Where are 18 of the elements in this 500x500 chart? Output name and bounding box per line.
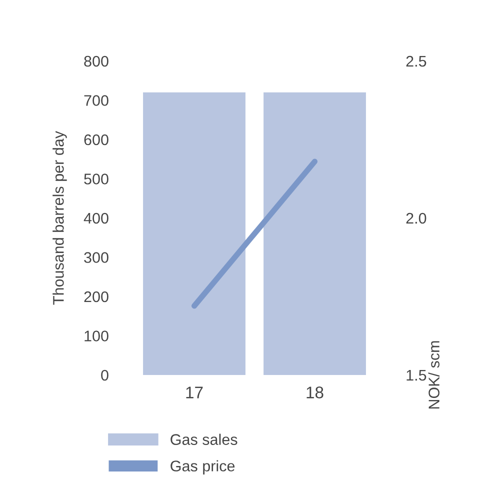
legend-label: Gas sales	[170, 434, 238, 445]
y-tick-label: 700	[84, 95, 108, 106]
x-tick-label: 17	[186, 386, 203, 398]
y2-tick-label: 1.5	[406, 370, 426, 381]
y-tick-label: 400	[84, 212, 108, 224]
y-axis-title: Thousand barrels per day	[52, 130, 67, 305]
y-tick-label: 0	[101, 370, 108, 381]
y-tick-label: 300	[84, 252, 108, 263]
x-tick-label: 18	[306, 386, 324, 398]
y-tick-label: 200	[84, 291, 108, 302]
y2-axis-title: NOK/ scm	[428, 341, 440, 409]
y-tick-label: 500	[84, 174, 108, 184]
y2-tick-label: 2.0	[406, 212, 426, 224]
y-tick-label: 800	[84, 56, 108, 67]
y-tick-label: 100	[84, 330, 108, 342]
y2-tick-label: 2.5	[406, 56, 426, 67]
y-tick-label: 600	[84, 134, 108, 146]
legend-label: Gas price	[170, 460, 235, 474]
